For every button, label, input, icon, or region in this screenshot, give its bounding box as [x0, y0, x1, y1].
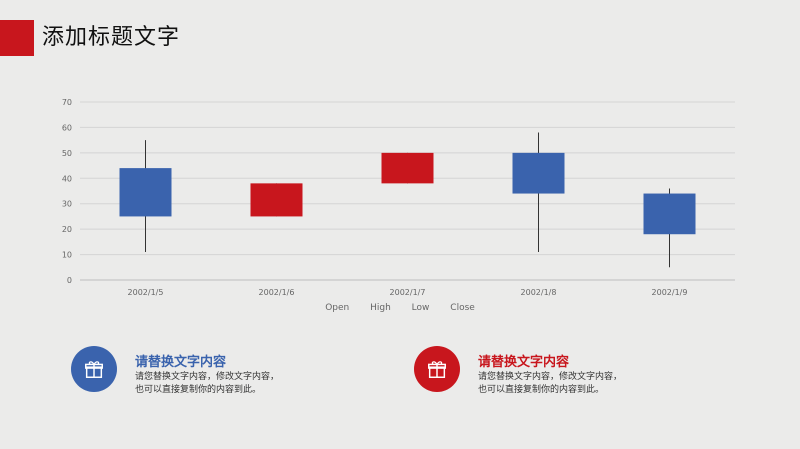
candle-body	[512, 152, 565, 194]
y-tick-label: 10	[62, 251, 72, 260]
legend-item-high: High	[370, 303, 391, 313]
y-tick-label: 70	[62, 98, 72, 107]
gift-icon	[428, 361, 446, 378]
card-line: 请您替换文字内容，修改文字内容，	[478, 372, 623, 382]
x-tick-label: 2002/1/7	[390, 288, 426, 297]
x-tick-label: 2002/1/6	[259, 288, 295, 297]
card-title: 请替换文字内容	[478, 355, 570, 370]
y-tick-label: 0	[67, 276, 72, 285]
y-tick-label: 20	[62, 225, 72, 234]
card-line: 请您替换文字内容，修改文字内容，	[135, 372, 280, 382]
info-card-1: 请替换文字内容 请您替换文字内容，修改文字内容， 也可以直接复制你的内容到此。	[71, 346, 371, 400]
legend-item-low: Low	[411, 303, 430, 313]
info-card-2: 请替换文字内容 请您替换文字内容，修改文字内容， 也可以直接复制你的内容到此。	[414, 346, 714, 400]
candlestick-chart: 0 10 20 30 40 50 60 70 2002/1/5 2002/1/6 2002/1/7…	[62, 98, 735, 297]
x-tick-label: 2002/1/9	[652, 288, 688, 297]
candle-body	[643, 193, 696, 235]
candle-body	[381, 152, 434, 184]
x-tick-label: 2002/1/8	[521, 288, 557, 297]
y-tick-label: 40	[62, 174, 72, 183]
card-line: 也可以直接复制你的内容到此。	[135, 385, 262, 395]
y-tick-label: 30	[62, 200, 72, 209]
y-tick-label: 50	[62, 149, 72, 158]
card-line: 也可以直接复制你的内容到此。	[478, 385, 605, 395]
page-title: 添加标题文字	[42, 25, 181, 50]
icon-circle	[414, 346, 460, 392]
icon-circle	[71, 346, 117, 392]
legend-item-open: Open	[325, 303, 350, 313]
gift-icon	[85, 361, 103, 378]
card-description: 请您替换文字内容，修改文字内容， 也可以直接复制你的内容到此。	[135, 371, 335, 397]
card-title: 请替换文字内容	[135, 355, 227, 370]
y-tick-label: 60	[62, 123, 72, 132]
title-accent-bar	[0, 20, 34, 56]
candle-body	[119, 168, 172, 217]
legend-item-close: Close	[450, 303, 475, 313]
chart-legend: Open High Low Close	[0, 303, 800, 313]
x-tick-label: 2002/1/5	[128, 288, 164, 297]
candle-body	[250, 183, 303, 217]
card-description: 请您替换文字内容，修改文字内容， 也可以直接复制你的内容到此。	[478, 371, 678, 397]
